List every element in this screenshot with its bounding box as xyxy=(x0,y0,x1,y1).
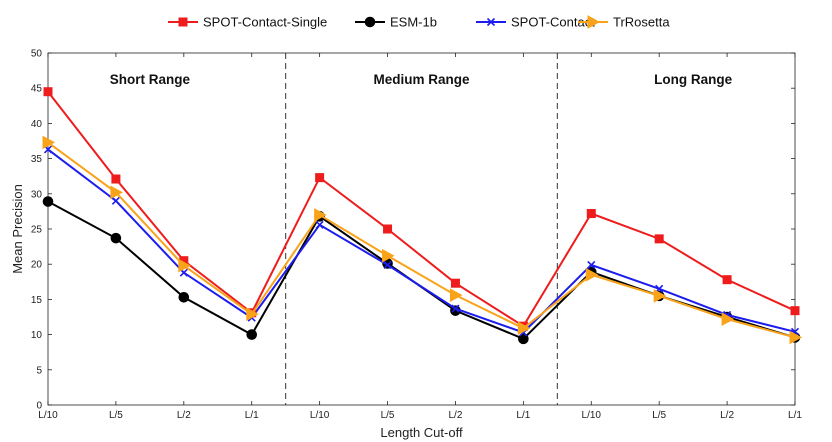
y-tick-label: 5 xyxy=(36,365,42,376)
data-point xyxy=(315,220,324,229)
data-point xyxy=(790,306,800,316)
y-tick-label: 20 xyxy=(31,260,43,271)
data-point xyxy=(722,275,732,285)
legend-label: ESM-1b xyxy=(390,15,437,30)
data-point-stroke xyxy=(111,196,120,205)
legend-label: SPOT-Contact xyxy=(511,15,595,30)
data-point xyxy=(43,87,53,97)
series-line xyxy=(47,200,796,341)
x-tick-label: L/2 xyxy=(720,410,734,421)
series-trrosetta xyxy=(42,135,803,345)
legend-marker xyxy=(364,16,376,28)
y-tick-label: 50 xyxy=(31,49,43,60)
legend-label: SPOT-Contact-Single xyxy=(203,15,327,30)
data-point xyxy=(383,260,392,269)
data-point xyxy=(517,321,531,336)
plot-frame xyxy=(47,52,796,406)
y-tick-label: 35 xyxy=(31,154,43,165)
data-point xyxy=(246,307,259,322)
data-point xyxy=(111,196,120,205)
x-tick-label: L/2 xyxy=(449,410,463,421)
x-tick-label: L/10 xyxy=(310,410,330,421)
y-tick-label: 25 xyxy=(31,225,43,236)
data-point xyxy=(721,312,735,326)
data-point xyxy=(178,258,191,273)
y-tick-label: 30 xyxy=(31,189,43,200)
legend-marker xyxy=(178,17,188,27)
data-point-stroke xyxy=(315,220,324,229)
x-tick-label: L/1 xyxy=(516,410,530,421)
series-spot-contact-single xyxy=(43,87,800,331)
data-point xyxy=(585,267,599,282)
series-esm-1b xyxy=(42,196,801,345)
range-label: Short Range xyxy=(110,72,191,87)
data-point-stroke xyxy=(451,304,460,313)
y-tick-label: 10 xyxy=(31,330,43,341)
x-tick-label: L/2 xyxy=(177,410,191,421)
legend-marker-stroke xyxy=(486,17,496,27)
y-tick-label: 0 xyxy=(36,401,42,412)
x-tick-label: L/5 xyxy=(652,410,666,421)
legend-item-spot-contact-single: SPOT-Contact-Single xyxy=(168,15,327,30)
data-point xyxy=(789,330,803,345)
legend-item-esm-1b: ESM-1b xyxy=(355,15,437,30)
data-point xyxy=(383,224,393,234)
axes: 0 5 10 15 20 25 30 35 40 45 50 L/10 L/5 L/2 L/1 L/10 L/5… xyxy=(31,49,803,422)
data-point xyxy=(110,232,122,244)
x-tick-label: L/10 xyxy=(582,410,602,421)
data-point xyxy=(42,135,56,150)
data-point xyxy=(654,234,664,244)
data-point-stroke xyxy=(43,145,53,154)
legend-marker xyxy=(587,15,601,29)
y-tick-label: 40 xyxy=(31,119,43,130)
data-point xyxy=(653,289,667,303)
y-axis-title: Mean Precision xyxy=(10,184,25,274)
x-tick-label: L/1 xyxy=(788,410,802,421)
x-tick-label: L/10 xyxy=(38,410,58,421)
data-point xyxy=(518,333,529,345)
data-point xyxy=(382,248,395,263)
data-point xyxy=(314,208,327,222)
data-point xyxy=(111,174,121,184)
series-line xyxy=(47,91,796,328)
data-point-stroke xyxy=(587,260,596,269)
series-line xyxy=(47,148,796,334)
legend-marker xyxy=(486,17,496,27)
data-point xyxy=(315,173,325,183)
data-point xyxy=(587,260,596,269)
legend-item-spot-contact: SPOT-Contact xyxy=(476,15,595,30)
legend-item-trrosetta: TrRosetta xyxy=(578,15,670,30)
range-groups: Short Range Medium Range Long Range xyxy=(110,53,733,405)
data-point xyxy=(449,288,463,303)
y-tick-label: 45 xyxy=(31,84,43,95)
series-line xyxy=(47,141,796,339)
series-spot-contact xyxy=(43,145,800,337)
range-label: Long Range xyxy=(654,72,732,87)
range-label: Medium Range xyxy=(373,72,470,87)
x-axis-title: Length Cut-off xyxy=(380,425,463,440)
y-tick-label: 15 xyxy=(31,295,43,306)
legend-label: TrRosetta xyxy=(613,15,670,30)
data-point xyxy=(110,185,123,200)
data-point-stroke xyxy=(179,268,188,277)
data-point xyxy=(451,304,460,313)
data-point xyxy=(246,329,258,340)
data-point xyxy=(450,278,460,288)
x-tick-label: L/5 xyxy=(109,410,123,421)
data-point xyxy=(178,291,190,303)
legend: SPOT-Contact-Single ESM-1b SPOT-Contact TrR… xyxy=(168,15,670,30)
plot-area xyxy=(42,87,803,345)
x-tick-label: L/5 xyxy=(381,410,395,421)
data-point-stroke xyxy=(383,260,392,269)
x-tick-label: L/1 xyxy=(245,410,259,421)
data-point xyxy=(42,196,54,207)
data-point xyxy=(586,209,596,219)
